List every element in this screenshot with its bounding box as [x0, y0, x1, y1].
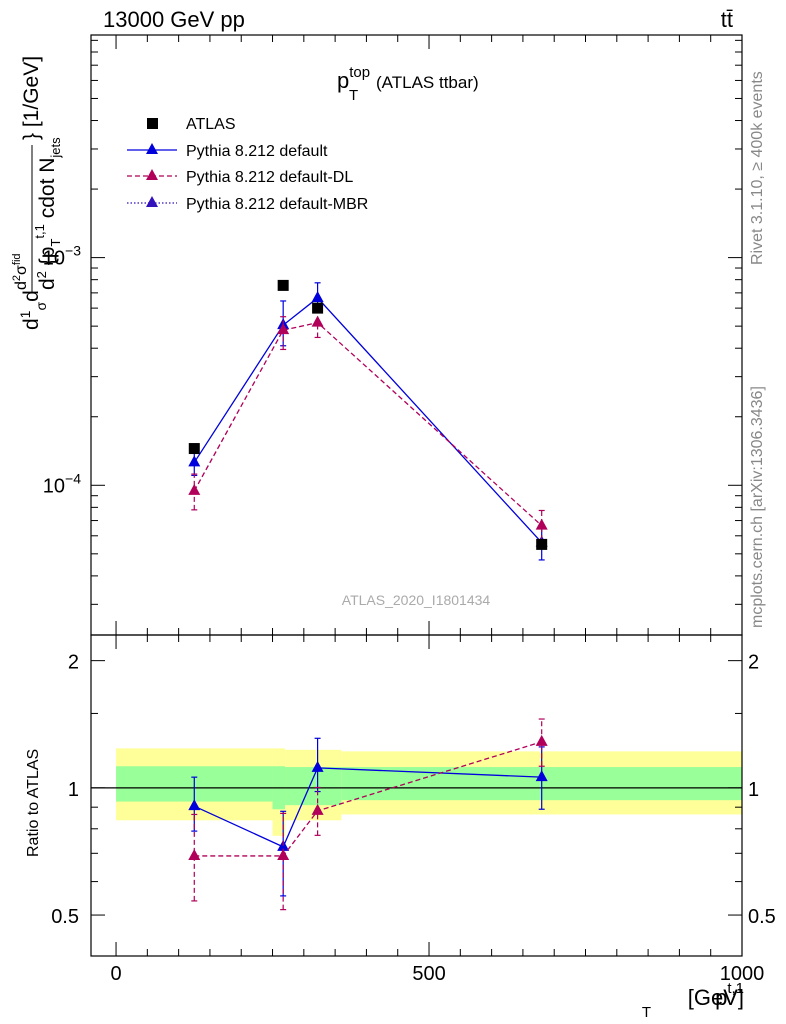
- main-point-atlas: [188, 443, 200, 455]
- svg-text:Pythia 8.212 default-MBR: Pythia 8.212 default-MBR: [186, 196, 368, 213]
- ratio-y-tick-label-right: 1: [748, 779, 759, 801]
- legend-item-pythia-default: Pythia 8.212 default: [127, 143, 328, 160]
- ratio-line-pythia-8-212-default: [194, 767, 542, 848]
- main-point-pythia-8-212-default-dl: [277, 323, 290, 335]
- main-y-axis-label: d1σd d2σfid d2 {pTt,1 cdot Njets } [1/Ge…: [11, 56, 63, 330]
- legend-item-pythia-mbr: Pythia 8.212 default-MBR: [127, 196, 368, 213]
- header-left: 13000 GeV pp: [103, 7, 245, 32]
- svg-text:} [1/GeV]: } [1/GeV]: [20, 56, 43, 140]
- ratio-y-tick-label-right: 2: [748, 652, 759, 674]
- main-point-pythia-8-212-default: [311, 290, 324, 302]
- ratio-y-axis-label: Ratio to ATLAS: [25, 749, 42, 857]
- main-point-pythia-8-212-default-dl: [311, 315, 324, 327]
- x-axis-label: pt,1 T [GeV]: [642, 980, 744, 1021]
- ratio-y-tick-label-left: 2: [68, 652, 79, 674]
- ratio-point-pythia-8-212-default-dl: [188, 848, 201, 860]
- header-right: tt̄: [721, 7, 733, 32]
- main-y-tick-label: 10−4: [43, 470, 81, 497]
- main-line-pythia-8-212-default-dl: [193, 321, 543, 527]
- main-y-tick-label: 10−3: [43, 243, 81, 270]
- svg-text:d2 {pTt,1 cdot Njets: d2 {pTt,1 cdot Njets: [32, 137, 63, 290]
- ratio-point-pythia-8-212-default: [188, 799, 201, 811]
- ratio-point-pythia-8-212-default-dl: [535, 734, 548, 746]
- x-tick-label: 500: [412, 963, 445, 985]
- svg-text:Pythia 8.212 default: Pythia 8.212 default: [186, 143, 328, 160]
- main-point-atlas: [277, 279, 289, 291]
- ratio-plot-frame: [90, 634, 743, 957]
- ratio-y-tick-label-left: 1: [68, 779, 79, 801]
- legend: ATLAS Pythia 8.212 default Pythia 8.212 …: [127, 116, 368, 213]
- main-line-pythia-8-212-default: [193, 297, 543, 544]
- svg-text:ATLAS: ATLAS: [186, 116, 236, 133]
- svg-text:d2σfid: d2σfid: [11, 253, 30, 290]
- main-title: ptop T(ATLAS ttbar): [337, 64, 479, 104]
- main-point-pythia-8-212-default-dl: [188, 483, 201, 495]
- svg-text:d1σd: d1σd: [17, 290, 49, 330]
- analysis-id: ATLAS_2020_I1801434: [342, 592, 491, 608]
- ratio-point-pythia-8-212-default-dl: [277, 848, 290, 860]
- ratio-point-pythia-8-212-default: [535, 770, 548, 782]
- x-tick-label: 1000: [720, 963, 765, 985]
- ratio-y-tick-label-right: 0.5: [748, 906, 776, 928]
- main-point-atlas: [536, 538, 548, 550]
- ratio-band-green-2: [285, 767, 342, 806]
- main-point-atlas: [312, 302, 324, 314]
- main-point-pythia-8-212-default: [188, 455, 201, 467]
- mcplots-label: mcplots.cern.ch [arXiv:1306.3436]: [749, 386, 766, 628]
- ratio-point-pythia-8-212-default: [311, 760, 324, 772]
- svg-text:Pythia 8.212 default-DL: Pythia 8.212 default-DL: [186, 169, 353, 186]
- legend-item-pythia-dl: Pythia 8.212 default-DL: [127, 169, 353, 186]
- main-point-pythia-8-212-default-dl: [535, 518, 548, 530]
- legend-item-atlas: ATLAS: [147, 116, 236, 133]
- x-tick-label: 0: [110, 963, 121, 985]
- ratio-y-tick-label-left: 0.5: [51, 906, 79, 928]
- rivet-label: Rivet 3.1.10, ≥ 400k events: [749, 71, 766, 265]
- ratio-point-pythia-8-212-default-dl: [311, 803, 324, 815]
- ratio-line-pythia-8-212-default-dl: [194, 741, 542, 857]
